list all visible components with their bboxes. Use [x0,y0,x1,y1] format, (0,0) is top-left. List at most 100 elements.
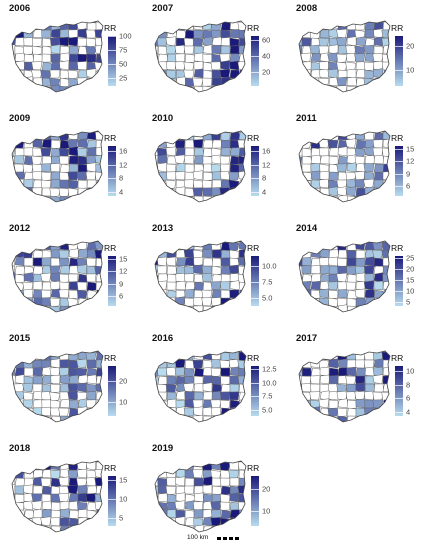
district-polygon [59,374,70,385]
district-polygon [320,94,329,96]
district-polygon [165,179,177,190]
district-polygon [24,533,34,536]
district-polygon [220,289,231,299]
district-polygon [336,53,348,63]
district-polygon [41,94,51,96]
district-polygon [85,304,97,312]
district-polygon [166,241,177,251]
legend-tick-mark [108,296,116,297]
district-polygon [12,461,17,471]
district-polygon [221,203,230,206]
district-polygon [31,61,43,71]
legend-tick-label: 60 [262,35,271,45]
district-polygon [67,21,79,31]
district-polygon [328,44,339,55]
legend-tick-label: 12.5 [262,364,277,374]
district-polygon [77,248,89,259]
district-polygon [77,37,88,47]
country-outline [11,240,104,313]
district-polygon [211,375,222,386]
district-polygon [14,423,24,426]
district-polygon [220,469,231,480]
district-polygon [202,204,212,206]
district-polygon [228,359,240,369]
district-polygon [299,187,303,197]
district-polygon [14,256,26,267]
district-polygon [219,68,231,79]
district-polygon [346,359,357,369]
district-polygon [355,398,366,409]
district-polygon [228,264,240,275]
district-polygon [12,484,16,495]
district-polygon [301,256,312,267]
legend-title: RR [247,463,260,473]
district-polygon [299,305,303,312]
district-polygon [293,204,302,206]
district-polygon [41,53,52,63]
district-polygon [76,61,88,71]
district-polygon [175,204,185,206]
district-polygon [212,204,222,206]
district-polygon [219,525,231,532]
district-polygon [346,162,357,173]
district-polygon [337,351,348,353]
district-polygon [12,469,17,480]
district-polygon [347,313,356,316]
district-polygon [31,45,43,56]
district-polygon [346,351,358,353]
legend-tick-label: 8 [262,173,267,183]
legend-color-bar [251,36,259,86]
legend-tick-label: 8 [406,380,411,389]
district-polygon [346,76,357,87]
district-polygon [319,68,330,79]
district-polygon [229,492,240,503]
legend-tick-label: 15 [119,475,128,485]
district-polygon [373,131,384,133]
district-polygon [318,398,330,409]
district-polygon [155,77,159,88]
district-polygon [68,493,80,503]
district-polygon [202,257,214,267]
district-polygon [166,85,177,92]
district-polygon [68,461,80,464]
district-polygon [220,304,232,312]
district-polygon [105,124,106,133]
district-polygon [32,383,43,393]
legend-tick-mark [251,266,259,267]
district-polygon [364,305,375,312]
map-panel-2009: 2009 RR 16 12 8 4 [0,110,143,220]
rr-legend: RR 15 10 5 [100,463,142,543]
district-polygon [157,131,168,141]
district-polygon [85,399,97,409]
district-polygon [14,85,25,92]
district-choropleth-map [11,20,104,96]
district-polygon [310,351,322,353]
district-polygon [220,131,232,133]
district-polygon [166,273,177,283]
district-polygon [166,366,177,377]
district-polygon [193,509,204,519]
district-polygon [156,256,168,267]
district-polygon [85,171,97,181]
district-polygon [355,257,366,268]
district-polygon [155,179,159,190]
district-polygon [220,424,230,426]
district-polygon [49,131,61,133]
district-polygon [355,204,365,206]
district-polygon [165,256,177,267]
district-polygon [175,314,185,316]
district-polygon [174,131,186,134]
district-polygon [301,163,312,173]
district-polygon [12,178,17,189]
district-polygon [229,375,240,385]
district-polygon [293,424,302,426]
district-polygon [329,203,339,206]
district-polygon [221,94,231,96]
district-polygon [175,476,186,487]
district-polygon [67,391,79,401]
district-choropleth-map [154,130,247,206]
district-polygon [12,131,16,133]
district-polygon [193,131,204,134]
district-polygon [363,351,375,353]
district-polygon [77,415,88,422]
